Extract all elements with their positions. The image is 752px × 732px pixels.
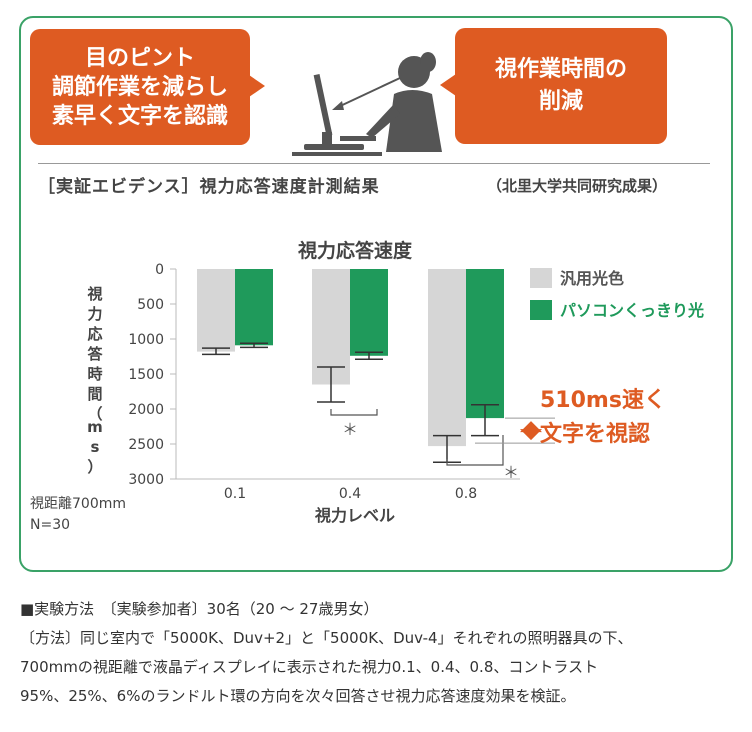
y-axis-label-char: 時 — [87, 365, 102, 383]
sight-line — [335, 77, 401, 109]
y-axis-label-char: ） — [87, 458, 102, 476]
y-tick-label: 500 — [137, 297, 164, 313]
method-line-2: 〔方法〕同じ室内で「5000K、Duv+2」と「5000K、Duv-4」それぞれ… — [20, 629, 633, 647]
method-line-4: 95%、25%、6%のランドルト環の方向を次々回答させ視力応答速度効果を検証。 — [20, 687, 576, 705]
y-tick-label: 0 — [155, 262, 164, 278]
chart-title: 視力応答速度 — [297, 239, 413, 262]
monitor-icon — [313, 74, 333, 136]
benefit-bubble-right: 視作業時間の 削減 — [440, 28, 667, 144]
bar — [235, 269, 273, 346]
bar — [197, 269, 235, 352]
bar — [428, 269, 466, 447]
significance-marker: ＊ — [503, 463, 519, 482]
method-line-1: ■実験方法 〔実験参加者〕30名（20 〜 27歳男女） — [20, 600, 379, 618]
y-axis-label-char: 応 — [87, 325, 102, 343]
y-tick-label: 2500 — [128, 437, 164, 453]
source-label: （北里大学共同研究成果） — [487, 177, 668, 195]
y-axis-label-char: 答 — [87, 345, 103, 363]
callout-text: 510ms速く 文字を視認 — [540, 388, 666, 447]
section-divider — [38, 163, 710, 164]
section-title: ［実証エビデンス］視力応答速度計測結果 — [38, 177, 380, 197]
arrow-down-icon — [520, 429, 542, 441]
viewing-distance-note: 視距離700mm N=30 — [30, 496, 126, 533]
bubble-pointer — [249, 75, 265, 97]
plot-area: 0 500 1000 1500 2000 2500 3000 0.1 0.4 0.8 ＊ ＊ — [128, 262, 520, 502]
y-axis-label-char: 視 — [86, 285, 102, 303]
benefit-bubble-left: 目のピント 調節作業を減らし 素早く文字を認識 — [30, 29, 265, 145]
legend-swatch — [530, 268, 552, 288]
significance-bracket — [446, 435, 504, 466]
benefit-text-left: 目のピント 調節作業を減らし 素早く文字を認識 — [51, 45, 228, 129]
y-axis-label-char: 間 — [87, 385, 102, 403]
y-tick-label: 1000 — [128, 332, 164, 348]
bar — [312, 269, 350, 385]
significance-marker: ＊ — [342, 420, 358, 439]
x-axis-label: 視力レベル — [314, 506, 395, 525]
legend-swatch — [530, 300, 552, 320]
y-axis-label-char: s — [91, 438, 100, 456]
significance-bracket — [330, 409, 378, 416]
difference-arrow — [475, 417, 555, 444]
x-tick-label: 0.8 — [455, 486, 477, 502]
person-at-computer-illustration — [292, 52, 442, 156]
bar — [466, 269, 504, 419]
x-tick-label: 0.4 — [339, 486, 361, 502]
legend-label: パソコンくっきり光 — [560, 301, 704, 320]
y-tick-label: 2000 — [128, 402, 164, 418]
y-axis-label-char: 力 — [87, 305, 102, 323]
method-line-3: 700mmの視距離で液晶ディスプレイに表示された視力0.1、0.4、0.8、コン… — [20, 658, 599, 676]
y-axis-label-char: m — [87, 418, 103, 436]
y-tick-label: 1500 — [128, 367, 164, 383]
legend-label: 汎用光色 — [560, 269, 624, 288]
x-tick-label: 0.1 — [224, 486, 246, 502]
y-axis-label-char: （ — [87, 405, 102, 423]
bubble-pointer — [440, 74, 456, 96]
y-tick-label: 3000 — [128, 472, 164, 488]
benefit-text-right: 視作業時間の 削減 — [494, 57, 627, 114]
bar — [350, 269, 388, 356]
